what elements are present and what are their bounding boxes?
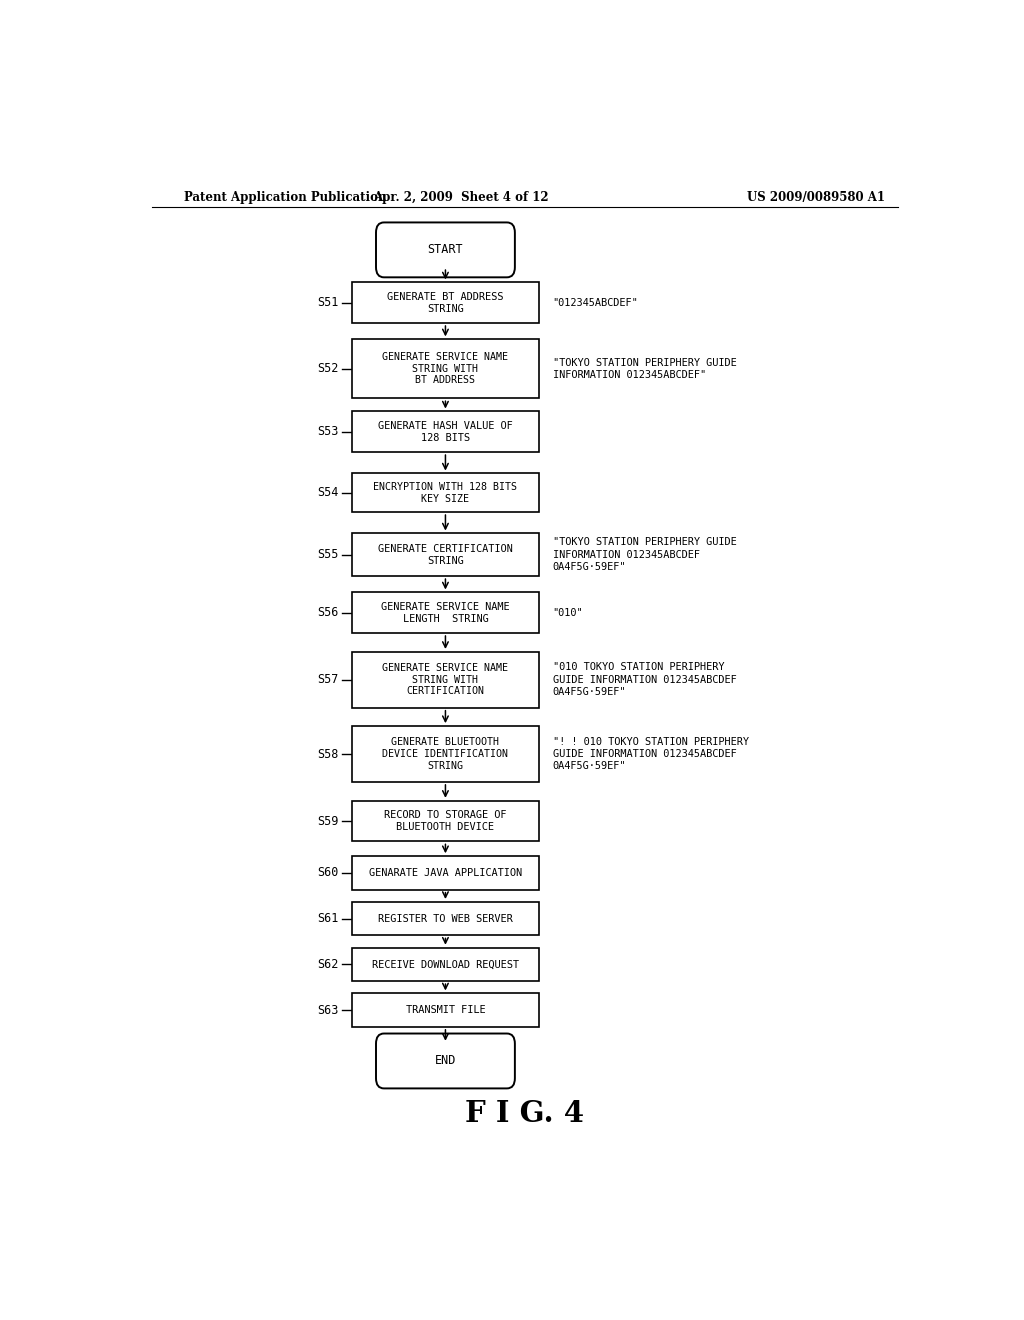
Bar bbox=[352, 282, 539, 323]
Text: GENARATE JAVA APPLICATION: GENARATE JAVA APPLICATION bbox=[369, 869, 522, 878]
Text: "TOKYO STATION PERIPHERY GUIDE
INFORMATION 012345ABCDEF
0A4F5G·59EF": "TOKYO STATION PERIPHERY GUIDE INFORMATI… bbox=[553, 537, 736, 572]
Text: S55: S55 bbox=[317, 548, 338, 561]
Text: GENERATE HASH VALUE OF
128 BITS: GENERATE HASH VALUE OF 128 BITS bbox=[378, 421, 513, 442]
Bar bbox=[352, 902, 539, 936]
Text: GENERATE CERTIFICATION
STRING: GENERATE CERTIFICATION STRING bbox=[378, 544, 513, 565]
Bar bbox=[352, 726, 539, 781]
Text: Patent Application Publication: Patent Application Publication bbox=[183, 190, 386, 203]
Text: GENERATE BLUETOOTH
DEVICE IDENTIFICATION
STRING: GENERATE BLUETOOTH DEVICE IDENTIFICATION… bbox=[382, 738, 509, 771]
Bar bbox=[352, 339, 539, 399]
Bar bbox=[352, 801, 539, 841]
Text: GENERATE SERVICE NAME
STRING WITH
CERTIFICATION: GENERATE SERVICE NAME STRING WITH CERTIF… bbox=[382, 663, 509, 697]
Text: S60: S60 bbox=[317, 866, 338, 879]
Text: "! ! 010 TOKYO STATION PERIPHERY
GUIDE INFORMATION 012345ABCDEF
0A4F5G·59EF": "! ! 010 TOKYO STATION PERIPHERY GUIDE I… bbox=[553, 737, 749, 771]
Text: GENERATE BT ADDRESS
STRING: GENERATE BT ADDRESS STRING bbox=[387, 292, 504, 314]
Text: ENCRYPTION WITH 128 BITS
KEY SIZE: ENCRYPTION WITH 128 BITS KEY SIZE bbox=[374, 482, 517, 504]
Text: Apr. 2, 2009  Sheet 4 of 12: Apr. 2, 2009 Sheet 4 of 12 bbox=[374, 190, 549, 203]
Text: "010": "010" bbox=[553, 607, 584, 618]
Text: REGISTER TO WEB SERVER: REGISTER TO WEB SERVER bbox=[378, 913, 513, 924]
Text: GENERATE SERVICE NAME
LENGTH  STRING: GENERATE SERVICE NAME LENGTH STRING bbox=[381, 602, 510, 623]
Text: S62: S62 bbox=[317, 958, 338, 972]
Text: S59: S59 bbox=[317, 814, 338, 828]
Bar bbox=[352, 948, 539, 981]
Text: S54: S54 bbox=[317, 486, 338, 499]
Text: F I G. 4: F I G. 4 bbox=[465, 1100, 585, 1129]
Text: S63: S63 bbox=[317, 1003, 338, 1016]
FancyBboxPatch shape bbox=[376, 1034, 515, 1089]
Bar bbox=[352, 474, 539, 512]
Text: TRANSMIT FILE: TRANSMIT FILE bbox=[406, 1005, 485, 1015]
Text: S58: S58 bbox=[317, 747, 338, 760]
Bar bbox=[352, 412, 539, 453]
Bar bbox=[352, 652, 539, 708]
Text: RECORD TO STORAGE OF
BLUETOOTH DEVICE: RECORD TO STORAGE OF BLUETOOTH DEVICE bbox=[384, 810, 507, 832]
Text: RECEIVE DOWNLOAD REQUEST: RECEIVE DOWNLOAD REQUEST bbox=[372, 960, 519, 969]
Text: "012345ABCDEF": "012345ABCDEF" bbox=[553, 298, 638, 308]
Bar bbox=[352, 533, 539, 576]
Text: S56: S56 bbox=[317, 606, 338, 619]
Text: S53: S53 bbox=[317, 425, 338, 438]
Bar bbox=[352, 593, 539, 634]
Text: "010 TOKYO STATION PERIPHERY
GUIDE INFORMATION 012345ABCDEF
0A4F5G·59EF": "010 TOKYO STATION PERIPHERY GUIDE INFOR… bbox=[553, 663, 736, 697]
Text: GENERATE SERVICE NAME
STRING WITH
BT ADDRESS: GENERATE SERVICE NAME STRING WITH BT ADD… bbox=[382, 352, 509, 385]
Text: S51: S51 bbox=[317, 296, 338, 309]
Bar bbox=[352, 857, 539, 890]
Text: START: START bbox=[428, 243, 463, 256]
FancyBboxPatch shape bbox=[376, 223, 515, 277]
Text: END: END bbox=[435, 1055, 456, 1068]
Text: S57: S57 bbox=[317, 673, 338, 686]
Bar bbox=[352, 994, 539, 1027]
Text: S61: S61 bbox=[317, 912, 338, 925]
Text: "TOKYO STATION PERIPHERY GUIDE
INFORMATION 012345ABCDEF": "TOKYO STATION PERIPHERY GUIDE INFORMATI… bbox=[553, 358, 736, 380]
Text: S52: S52 bbox=[317, 362, 338, 375]
Text: US 2009/0089580 A1: US 2009/0089580 A1 bbox=[748, 190, 885, 203]
